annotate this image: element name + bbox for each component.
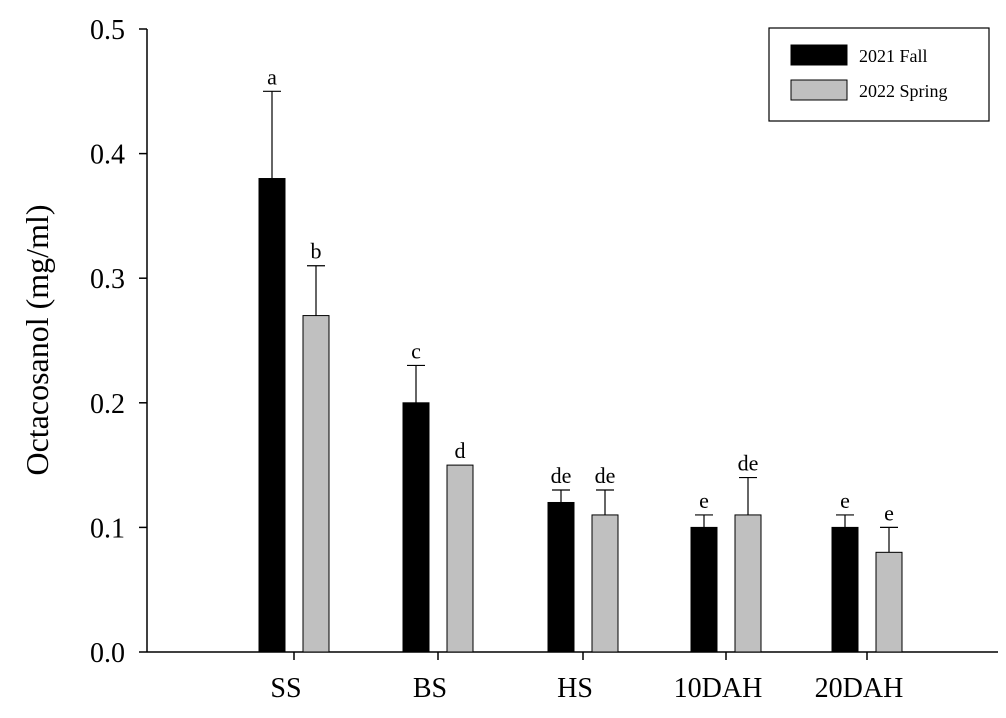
significance-label: e: [884, 500, 894, 525]
bar: [302, 315, 330, 653]
bar: [591, 514, 619, 653]
y-tick-label: 0.3: [90, 264, 125, 295]
bar: [875, 551, 903, 653]
significance-label: d: [455, 438, 466, 463]
significance-label: e: [840, 488, 850, 513]
significance-label: c: [411, 338, 421, 363]
x-tick-label: BS: [413, 673, 447, 704]
legend-box: [768, 27, 990, 122]
legend-swatch: [790, 44, 848, 66]
legend-label: 2022 Spring: [859, 81, 948, 101]
significance-label: de: [738, 451, 759, 476]
bar: [547, 501, 575, 653]
axes: 0.0 0.1 0.2 0.3 0.4 0.5 SS BS HS 10DAH 20DAH: [90, 15, 998, 704]
significance-label: de: [551, 463, 572, 488]
bar: [831, 526, 859, 653]
bar: [446, 464, 474, 653]
y-tick-label: 0.0: [90, 638, 125, 669]
significance-label: b: [311, 239, 322, 264]
bar: [402, 402, 430, 653]
bar: [734, 514, 762, 653]
significance-label: a: [267, 64, 277, 89]
x-tick-label: SS: [270, 673, 301, 704]
legend-label: 2021 Fall: [859, 46, 928, 66]
legend: 2021 Fall 2022 Spring: [768, 27, 990, 122]
y-tick-label: 0.2: [90, 389, 125, 420]
y-tick-label: 0.1: [90, 513, 125, 544]
x-tick-label: HS: [557, 673, 593, 704]
bar: [258, 178, 286, 653]
y-tick-label: 0.5: [90, 15, 125, 46]
y-tick-label: 0.4: [90, 140, 125, 171]
y-axis-label: Octacosanol (mg/ml): [19, 204, 55, 475]
significance-label: e: [699, 488, 709, 513]
bar: [690, 526, 718, 653]
legend-swatch: [790, 79, 848, 101]
significance-label: de: [595, 463, 616, 488]
x-tick-label: 10DAH: [674, 673, 763, 704]
x-tick-label: 20DAH: [815, 673, 904, 704]
